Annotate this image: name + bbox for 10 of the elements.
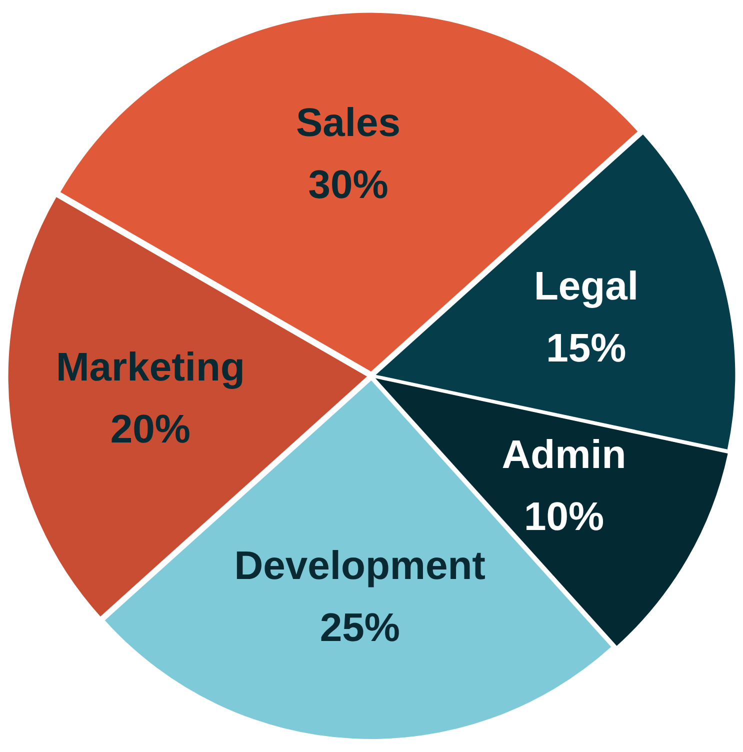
- slice-label: Admin: [502, 433, 626, 478]
- data-label: 25%: [320, 606, 400, 650]
- slice-label: Legal: [534, 264, 638, 309]
- slice-label: Development: [234, 544, 486, 588]
- data-label: 15%: [546, 326, 626, 371]
- slice-label: Marketing: [56, 345, 245, 390]
- slice-label: Sales: [296, 100, 401, 145]
- data-label: 10%: [524, 495, 604, 540]
- data-label: 30%: [308, 162, 388, 207]
- data-label: 20%: [110, 407, 190, 452]
